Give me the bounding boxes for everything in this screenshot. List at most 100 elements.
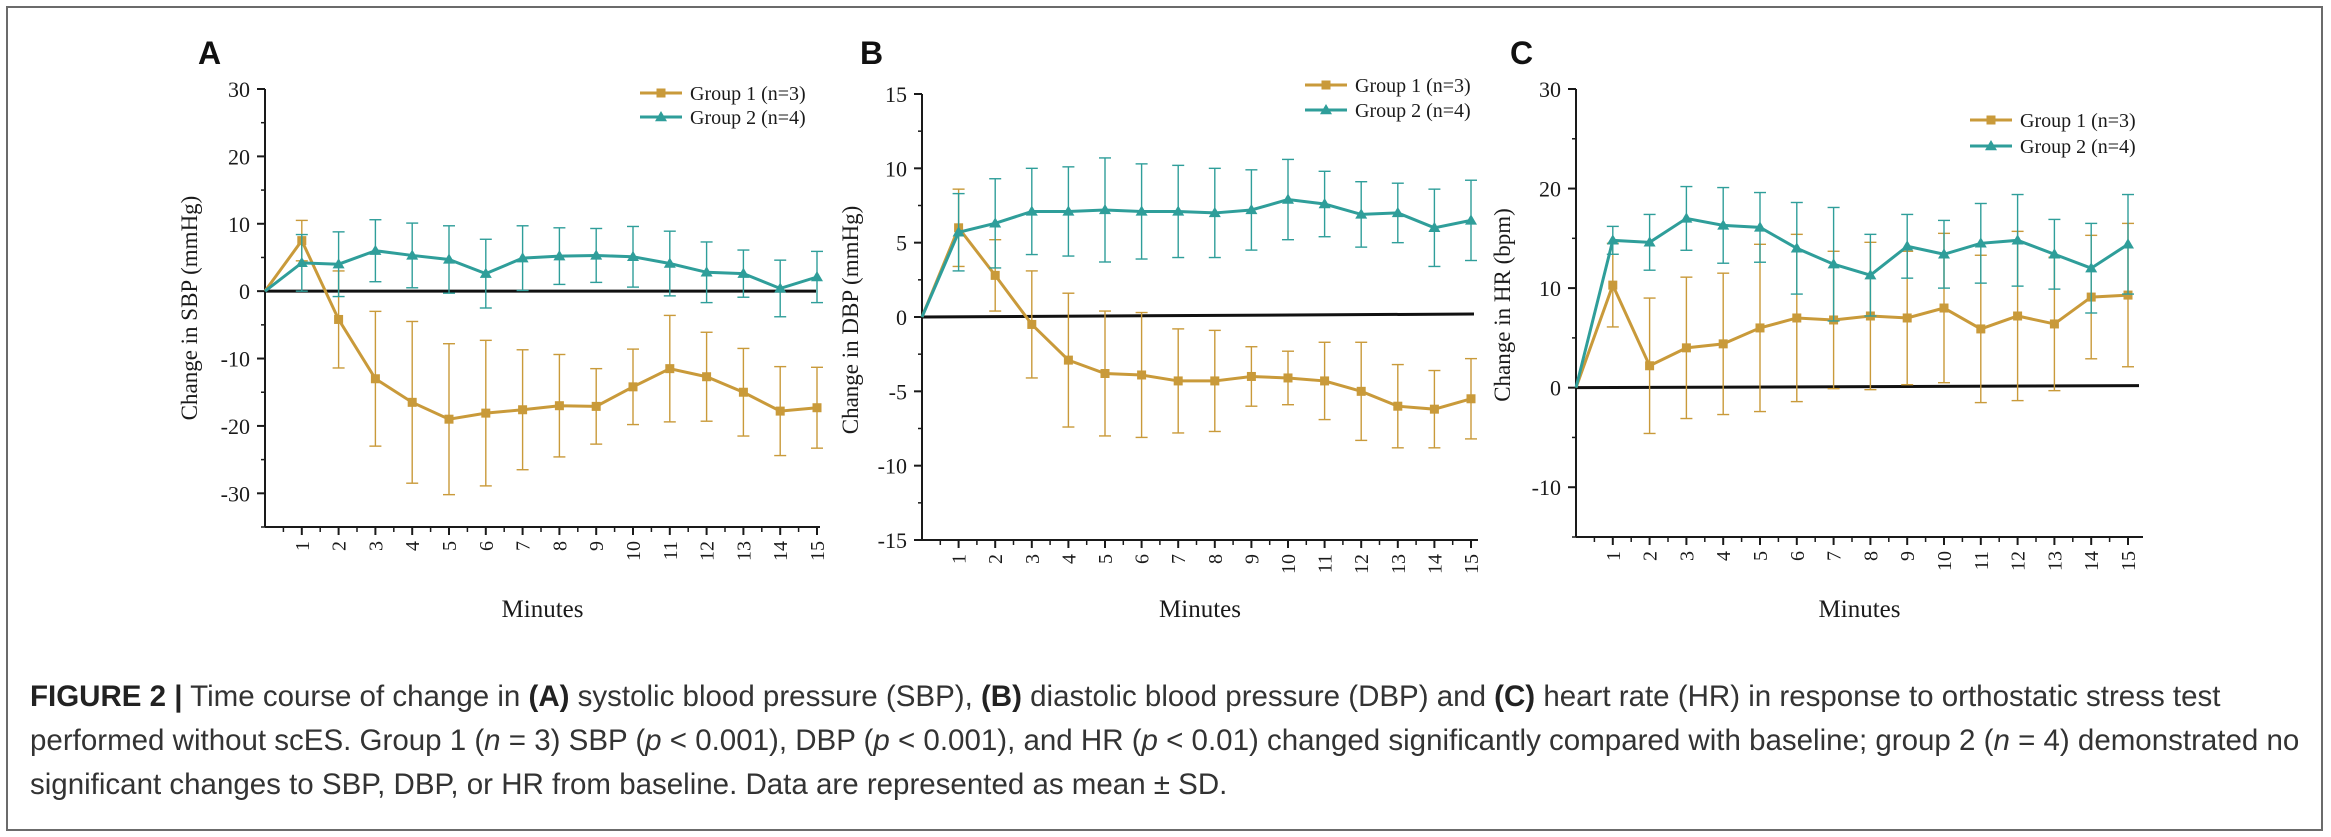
data-point	[1428, 221, 1441, 232]
series-2-b	[920, 157, 1477, 318]
x-tick-label-b: 2	[985, 554, 1007, 564]
x-tick-label-a: 4	[402, 541, 424, 551]
caption-text-1: Time course of change in	[182, 680, 529, 713]
x-tick-label-a: 14	[770, 541, 792, 561]
data-point	[738, 387, 748, 397]
x-tick-label-c: 13	[2044, 551, 2066, 571]
y-tick-label-c: 30	[1539, 77, 1561, 102]
legend-marker	[655, 111, 667, 122]
data-point	[1099, 203, 1111, 215]
data-point	[1135, 205, 1148, 216]
caption-text-8: < 0.01) changed significantly compared w…	[1157, 724, 1994, 757]
panel-letter-a: A	[198, 35, 221, 71]
x-tick-label-c: 14	[2081, 551, 2103, 571]
panel-letter-c: C	[1510, 35, 1533, 71]
y-tick-label-b: 5	[896, 231, 907, 256]
legend-marker	[1985, 140, 1997, 151]
x-tick-label-c: 6	[1787, 551, 1809, 561]
data-point	[407, 397, 417, 407]
data-point	[334, 314, 344, 324]
data-point	[737, 267, 750, 278]
data-point	[1608, 280, 1618, 290]
data-point	[1680, 212, 1693, 223]
y-tick-label-a: 30	[228, 77, 250, 102]
data-point	[1137, 370, 1147, 380]
data-point	[990, 270, 1000, 280]
x-tick-label-a: 12	[697, 541, 719, 561]
y-tick-label-a: -30	[221, 481, 250, 506]
x-tick-label-b: 3	[1022, 554, 1044, 564]
data-point	[1717, 219, 1730, 230]
data-point	[1466, 394, 1476, 404]
data-point	[591, 401, 601, 411]
legend-marker	[656, 88, 666, 98]
data-point	[1864, 269, 1877, 280]
data-point	[443, 253, 455, 264]
x-tick-label-c: 1	[1603, 551, 1625, 561]
x-tick-label-a: 10	[623, 541, 645, 561]
data-point	[553, 250, 566, 261]
data-point	[1429, 404, 1439, 414]
data-point	[627, 250, 639, 261]
data-point	[1393, 401, 1403, 411]
legend-marker	[1320, 104, 1332, 115]
data-point	[516, 252, 529, 263]
baseline-b	[921, 312, 1475, 319]
data-point	[775, 406, 785, 416]
legend-label: Group 2 (n=4)	[690, 107, 806, 129]
data-point	[1173, 376, 1183, 386]
legend-label: Group 2 (n=4)	[1355, 100, 1471, 122]
x-tick-label-b: 7	[1168, 554, 1190, 564]
data-point	[295, 256, 308, 268]
x-tick-label-b: 8	[1205, 554, 1227, 564]
x-tick-label-a: 8	[549, 541, 571, 551]
legend-marker	[1321, 80, 1331, 90]
y-axis-label-a: Change in SBP (mmHg)	[177, 196, 202, 421]
series-line	[920, 224, 1472, 411]
x-tick-label-c: 9	[1897, 551, 1919, 561]
legend-label: Group 1 (n=3)	[2020, 110, 2136, 132]
data-point	[811, 271, 823, 282]
figure-caption: FIGURE 2 | Time course of change in (A) …	[30, 675, 2310, 807]
caption-var-p: p	[1141, 724, 1158, 757]
data-point	[663, 257, 676, 268]
data-point	[1681, 343, 1691, 353]
data-point	[1063, 355, 1073, 365]
data-point	[332, 258, 345, 269]
caption-text-3: diastolic blood pressure (DBP) and	[1021, 680, 1495, 713]
data-point	[1827, 258, 1840, 269]
data-point	[1100, 368, 1110, 378]
x-tick-label-c: 11	[1971, 551, 1993, 570]
x-tick-label-a: 7	[513, 541, 535, 551]
figure-charts: A 30 20 10 0 -10 -20 -30 1 2 3 4 5 6 7 8 9 10 11 12 13 14 15 Ch…	[177, 35, 2143, 623]
data-point	[1172, 205, 1185, 216]
x-tick-label-a: 3	[365, 541, 387, 551]
legend-label: Group 1 (n=3)	[1355, 75, 1471, 97]
series-line	[1574, 281, 2129, 389]
x-tick-label-b: 6	[1132, 554, 1154, 564]
data-point	[590, 249, 603, 260]
y-tick-label-a: -10	[221, 347, 250, 372]
y-tick-label-b: 0	[896, 305, 907, 330]
data-point	[2123, 290, 2133, 300]
x-tick-label-b: 4	[1058, 554, 1080, 564]
data-point	[665, 364, 675, 374]
data-point	[1645, 361, 1655, 371]
x-axis-label-a: Minutes	[502, 596, 584, 623]
data-point	[1939, 303, 1949, 313]
x-tick-label-c: 7	[1824, 551, 1846, 561]
x-tick-label-b: 12	[1351, 554, 1373, 574]
x-tick-label-b: 5	[1095, 554, 1117, 564]
data-point	[1027, 319, 1037, 329]
x-tick-label-c: 10	[1934, 551, 1956, 571]
series-line	[264, 249, 818, 293]
series-1-c	[1574, 222, 2134, 435]
figure-frame	[6, 6, 2323, 831]
y-tick-label-b: 15	[885, 82, 907, 107]
data-point	[1210, 376, 1220, 386]
data-point	[369, 244, 382, 255]
